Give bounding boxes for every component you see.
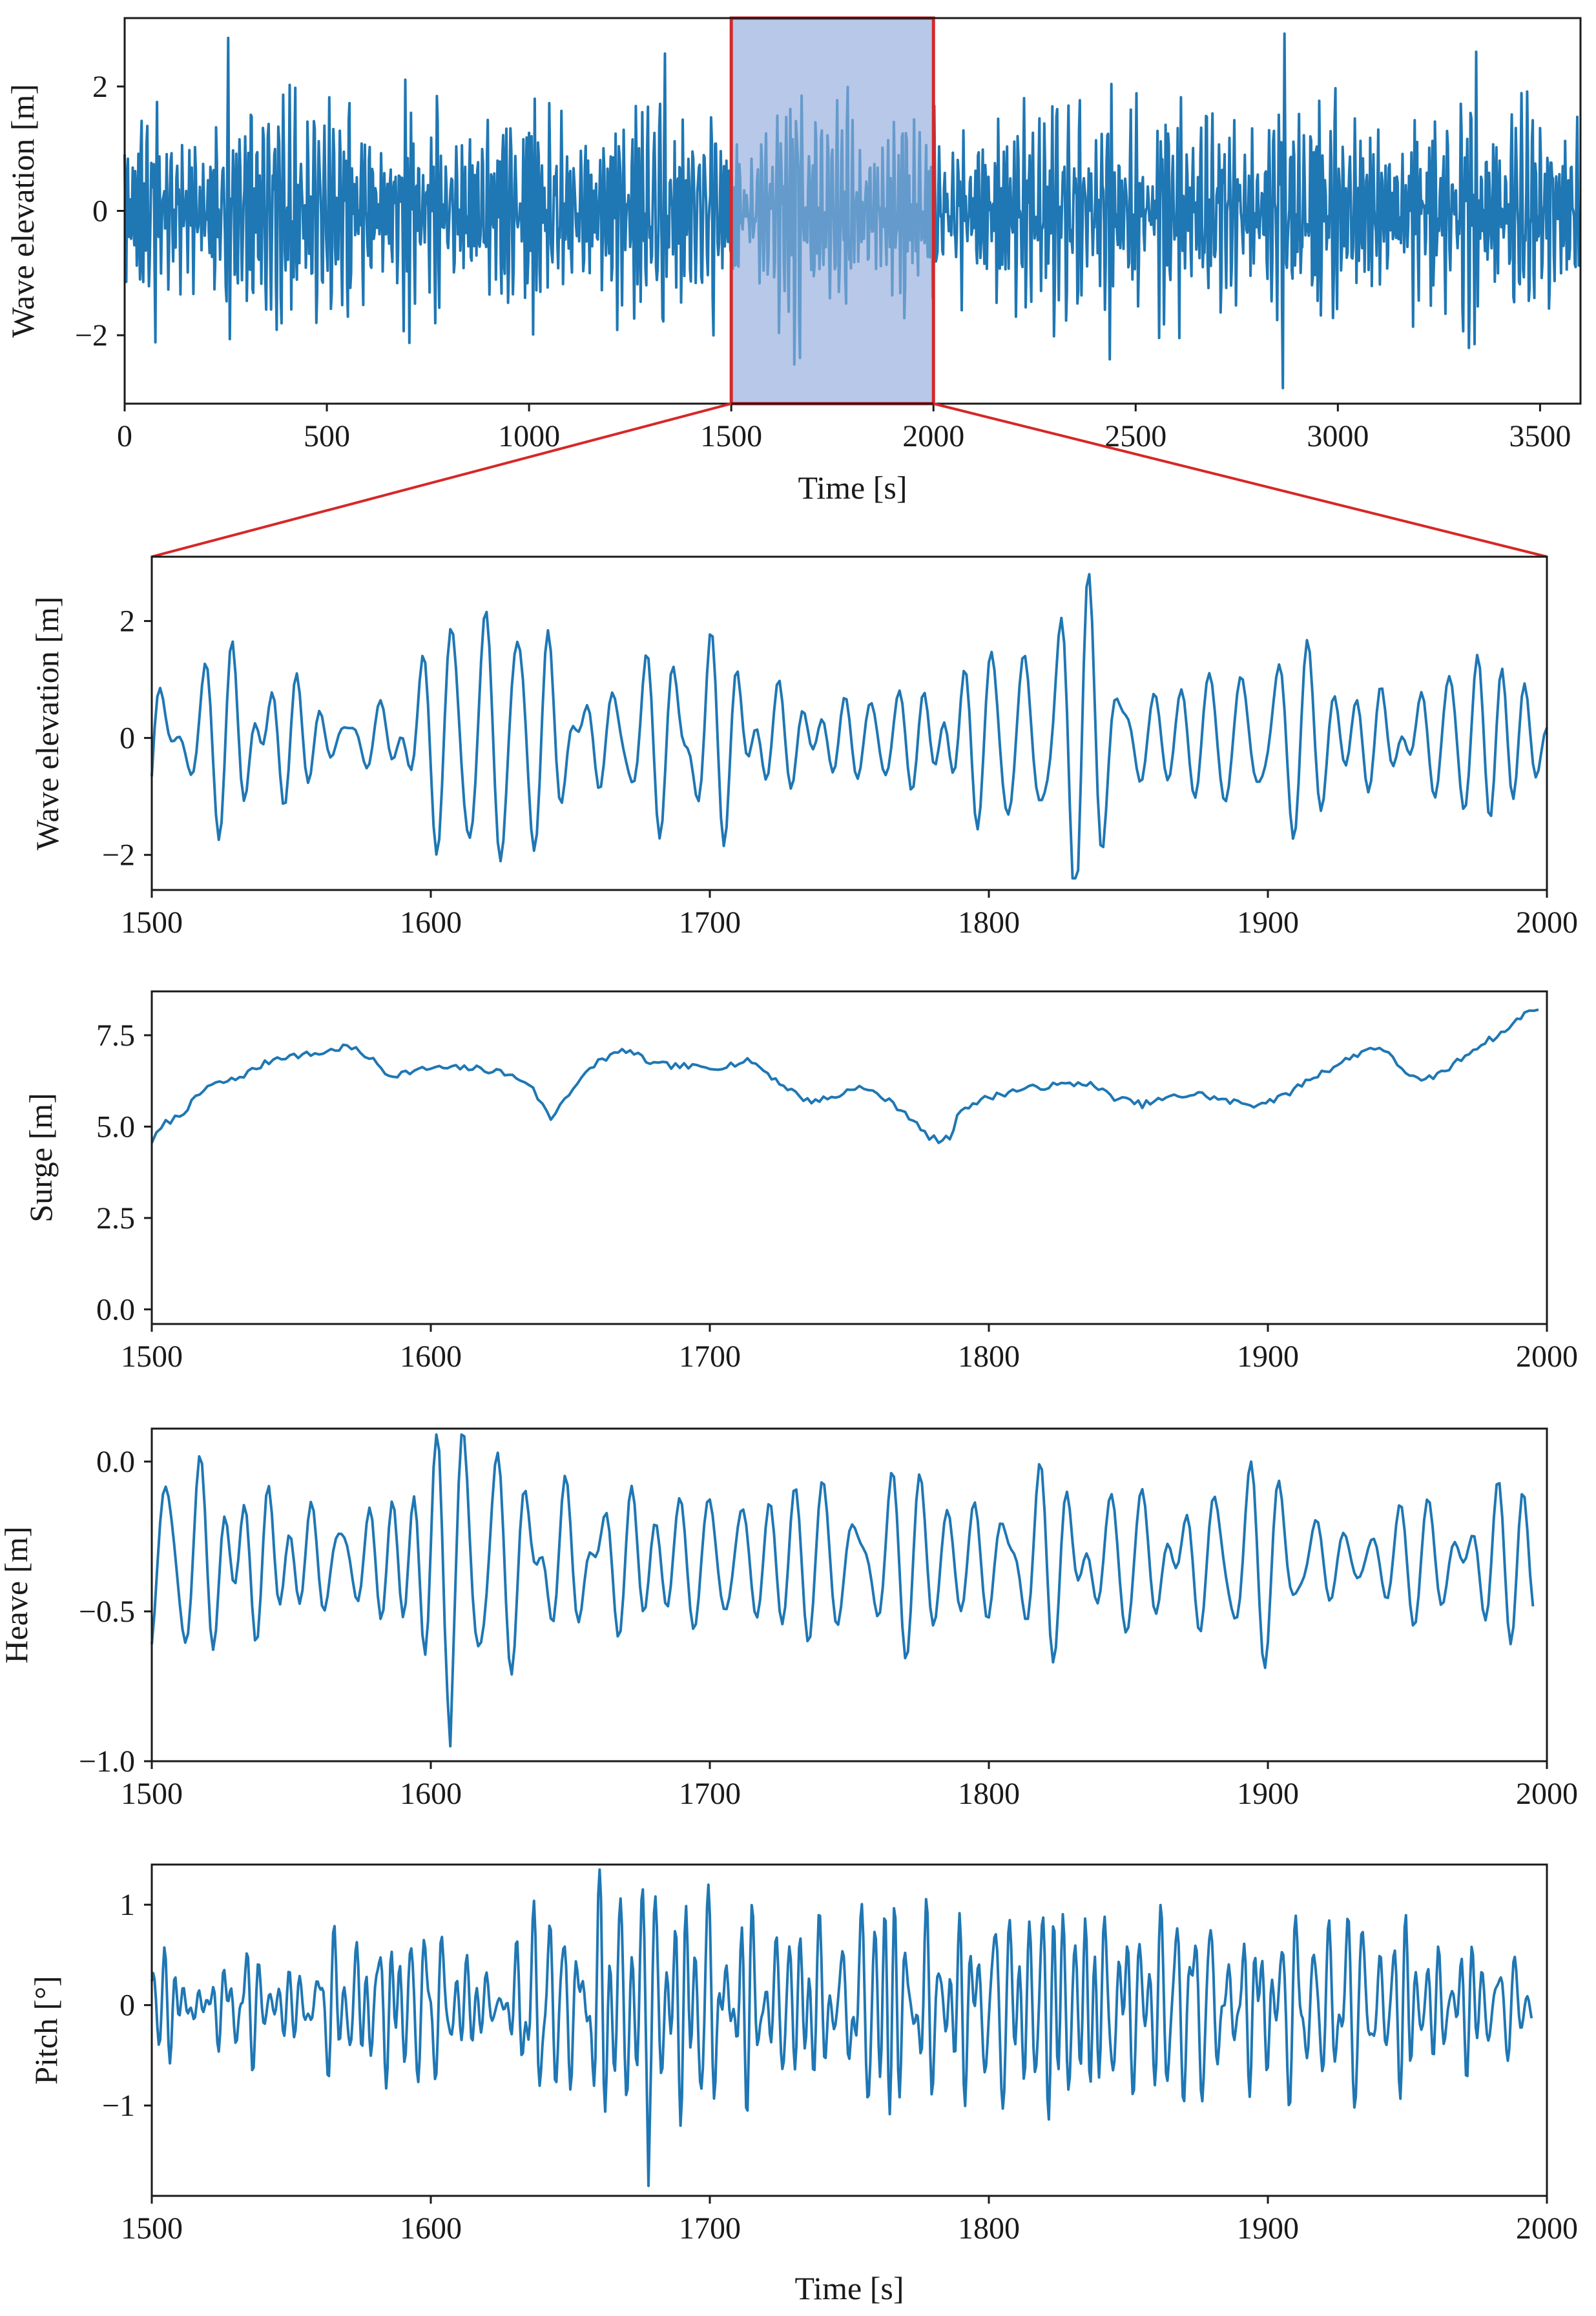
panel-pitch: 1500 1600 1700 1800 1900 2000 −1 0 1 Pitch [°] T… [28,1863,1578,2306]
heave-axes: 1500 1600 1700 1800 1900 2000 −1.0 −0.5 0.0 [79,1427,1578,1811]
pitch-x-tick-label: 1900 [1237,2211,1299,2246]
pitch-y-tick-label: 1 [119,1888,135,1922]
surge-x-tick-label: 1700 [679,1339,741,1374]
overview-y-tick-label: −2 [75,318,108,353]
overview-series [123,32,1581,389]
overview-axes: 0 500 1000 1500 2000 2500 3000 3500−202 [75,17,1582,453]
heave-series-line [150,1433,1535,1748]
surge-series-line [150,1008,1539,1144]
heave-x-tick-label: 1600 [400,1777,462,1811]
pitch-x-label: Time [s] [794,2270,904,2306]
heave-y-tick-label: −0.5 [79,1595,135,1629]
overview-x-tick-label: 500 [304,419,350,453]
overview-y-label: Wave elevation [m] [5,84,41,338]
pitch-x-tick-label: 1800 [958,2211,1020,2246]
pitch-x-tick-label: 1500 [121,2211,183,2246]
zoom-highlight-edge [729,16,935,406]
wave-zoom-plot-frame [150,555,1548,891]
wave-zoom-x-tick-label: 1600 [400,905,462,940]
surge-x-tick-label: 1500 [121,1339,183,1374]
wave-zoom-y-tick-label: 2 [119,605,135,639]
zoom-connector-left [151,402,732,558]
panel-heave: 1500 1600 1700 1800 1900 2000 −1.0 −0.5 0.0 Heav… [0,1427,1578,1811]
panel-surge: 1500 1600 1700 1800 1900 2000 0.0 2.5 5.0 7.5 Sur… [23,990,1578,1374]
overview-x-tick-label: 0 [117,419,132,453]
surge-x-tick-label: 1900 [1237,1339,1299,1374]
pitch-plot-frame [150,1863,1548,2197]
surge-y-tick-label: 5.0 [96,1110,135,1144]
wave-zoom-series-line [150,573,1548,880]
heave-x-tick-label: 2000 [1516,1777,1578,1811]
surge-y-tick-label: 0.0 [96,1292,135,1327]
pitch-y-label: Pitch [°] [28,1976,64,2085]
heave-x-tick-label: 1900 [1237,1777,1299,1811]
heave-plot-frame [150,1427,1548,1763]
wave-zoom-series [150,573,1548,880]
surge-x-tick-label: 1600 [400,1339,462,1374]
wave-zoom-x-tick-label: 1800 [958,905,1020,940]
wave-zoom-y-tick-label: −2 [102,838,135,873]
overview-x-tick-label: 1500 [700,419,762,453]
overview-x-tick-label: 1000 [498,419,560,453]
pitch-y-tick-label: 0 [119,1989,135,2023]
pitch-x-tick-label: 1600 [400,2211,462,2246]
wave-zoom-y-tick-label: 0 [119,721,135,756]
panel-overview: 0 500 1000 1500 2000 2500 3000 3500−202 Wave el… [5,16,1582,506]
heave-x-tick-label: 1700 [679,1777,741,1811]
heave-x-tick-label: 1800 [958,1777,1020,1811]
pitch-series-line [150,1868,1533,2187]
surge-series [150,1008,1539,1144]
overview-x-label: Time [s] [798,470,907,506]
heave-y-label: Heave [m] [0,1526,34,1663]
wave-zoom-x-tick-label: 2000 [1516,905,1578,940]
wave-zoom-x-tick-label: 1500 [121,905,183,940]
wave-zoom-y-label: Wave elevation [m] [29,596,65,850]
zoom-connector-right [933,402,1548,558]
surge-y-tick-label: 7.5 [96,1018,135,1053]
overview-y-tick-label: 2 [92,70,108,104]
pitch-x-tick-label: 2000 [1516,2211,1578,2246]
surge-plot-frame [150,990,1548,1325]
overview-x-tick-label: 2000 [902,419,964,453]
wave-zoom-x-tick-label: 1900 [1237,905,1299,940]
heave-y-tick-label: −1.0 [79,1744,135,1779]
heave-x-tick-label: 1500 [121,1777,183,1811]
overview-x-tick-label: 3000 [1307,419,1369,453]
heave-y-tick-label: 0.0 [96,1445,135,1479]
wave-zoom-x-tick-label: 1700 [679,905,741,940]
overview-series-line [123,32,1581,389]
pitch-y-tick-label: −1 [102,2089,135,2123]
pitch-axes: 1500 1600 1700 1800 1900 2000 −1 0 1 [102,1863,1578,2246]
surge-x-tick-label: 1800 [958,1339,1020,1374]
overview-y-tick-label: 0 [92,194,108,229]
wave-zoom-axes: 1500 1600 1700 1800 1900 2000 −2 0 2 [102,555,1578,940]
heave-series [150,1433,1535,1748]
surge-axes: 1500 1600 1700 1800 1900 2000 0.0 2.5 5.0 7.5 [96,990,1578,1374]
overview-x-tick-label: 3500 [1509,419,1571,453]
pitch-series [150,1868,1533,2187]
pitch-x-tick-label: 1700 [679,2211,741,2246]
surge-y-tick-label: 2.5 [96,1201,135,1236]
panel-wave-zoom: 1500 1600 1700 1800 1900 2000 −2 0 2 Wave elevat… [29,555,1578,940]
surge-y-label: Surge [m] [23,1093,59,1222]
surge-x-tick-label: 2000 [1516,1339,1578,1374]
